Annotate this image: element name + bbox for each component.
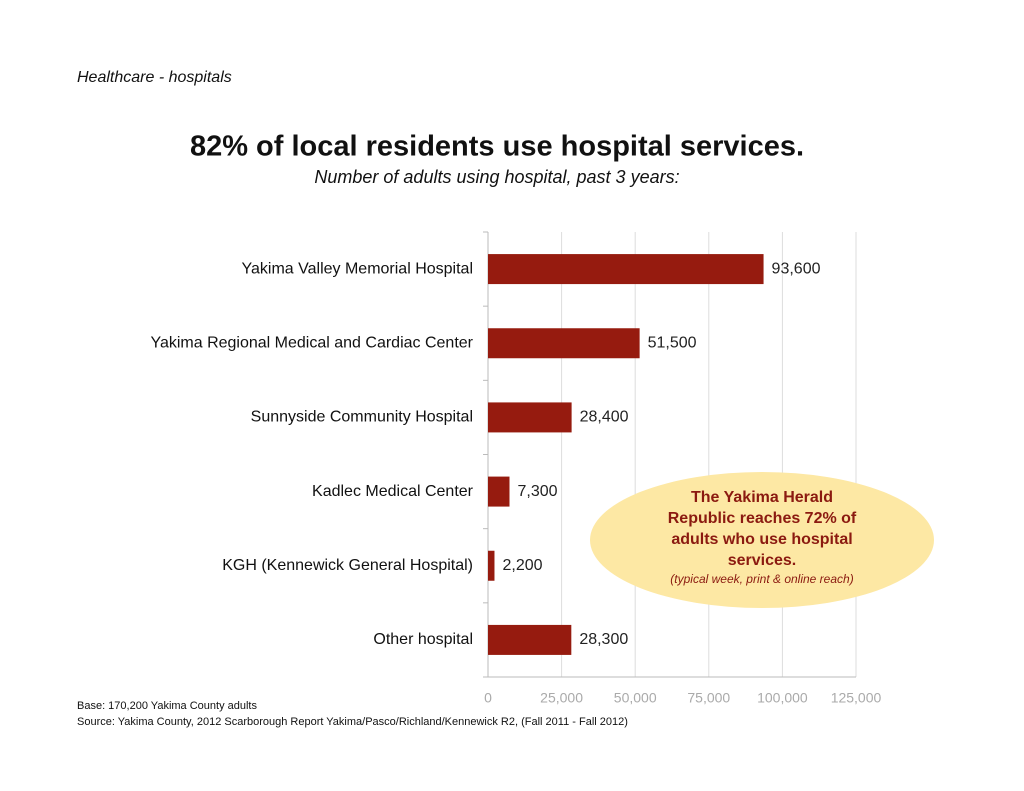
callout-note: (typical week, print & online reach) xyxy=(670,572,853,586)
category-label: Other hospital xyxy=(373,631,473,648)
bar xyxy=(488,328,640,359)
bar xyxy=(488,550,495,581)
source-note: Source: Yakima County, 2012 Scarborough … xyxy=(77,716,628,728)
plot: 0 25,000 50,000 75,000 100,000 125,000 Yakima … xyxy=(150,231,882,706)
callout-text: services. xyxy=(728,552,797,569)
callout: The Yakima Herald Republic reaches 72% of… xyxy=(668,489,857,586)
value-label: 51,500 xyxy=(648,334,697,351)
x-tick-label: 25,000 xyxy=(540,690,583,706)
category-label: KGH (Kennewick General Hospital) xyxy=(222,557,473,574)
chart-subtitle: Number of adults using hospital, past 3 … xyxy=(314,167,679,187)
bar xyxy=(488,254,764,285)
callout-text: Republic reaches 72% of xyxy=(668,510,857,527)
value-label: 28,300 xyxy=(579,631,628,648)
category-label: Yakima Valley Memorial Hospital xyxy=(242,260,473,277)
base-note: Base: 170,200 Yakima County adults xyxy=(77,700,257,712)
bar xyxy=(488,402,572,433)
x-tick-label: 100,000 xyxy=(757,690,808,706)
callout-text: The Yakima Herald xyxy=(691,489,833,506)
x-tick-label: 125,000 xyxy=(831,690,882,706)
chart-title: 82% of local residents use hospital serv… xyxy=(190,131,804,163)
callout-text: adults who use hospital xyxy=(671,531,852,548)
category-label: Sunnyside Community Hospital xyxy=(251,409,473,426)
callout-bubble xyxy=(590,472,934,608)
x-tick-label: 75,000 xyxy=(687,690,730,706)
category-label: Yakima Regional Medical and Cardiac Cent… xyxy=(150,334,473,351)
x-tick-label: 0 xyxy=(484,690,492,706)
section-label: Healthcare - hospitals xyxy=(77,69,232,86)
bar xyxy=(488,624,572,655)
value-label: 7,300 xyxy=(517,483,557,500)
value-label: 28,400 xyxy=(580,409,629,426)
value-label: 2,200 xyxy=(502,557,542,574)
value-label: 93,600 xyxy=(772,260,821,277)
x-tick-label: 50,000 xyxy=(614,690,657,706)
category-label: Kadlec Medical Center xyxy=(312,483,474,500)
bar xyxy=(488,476,510,507)
